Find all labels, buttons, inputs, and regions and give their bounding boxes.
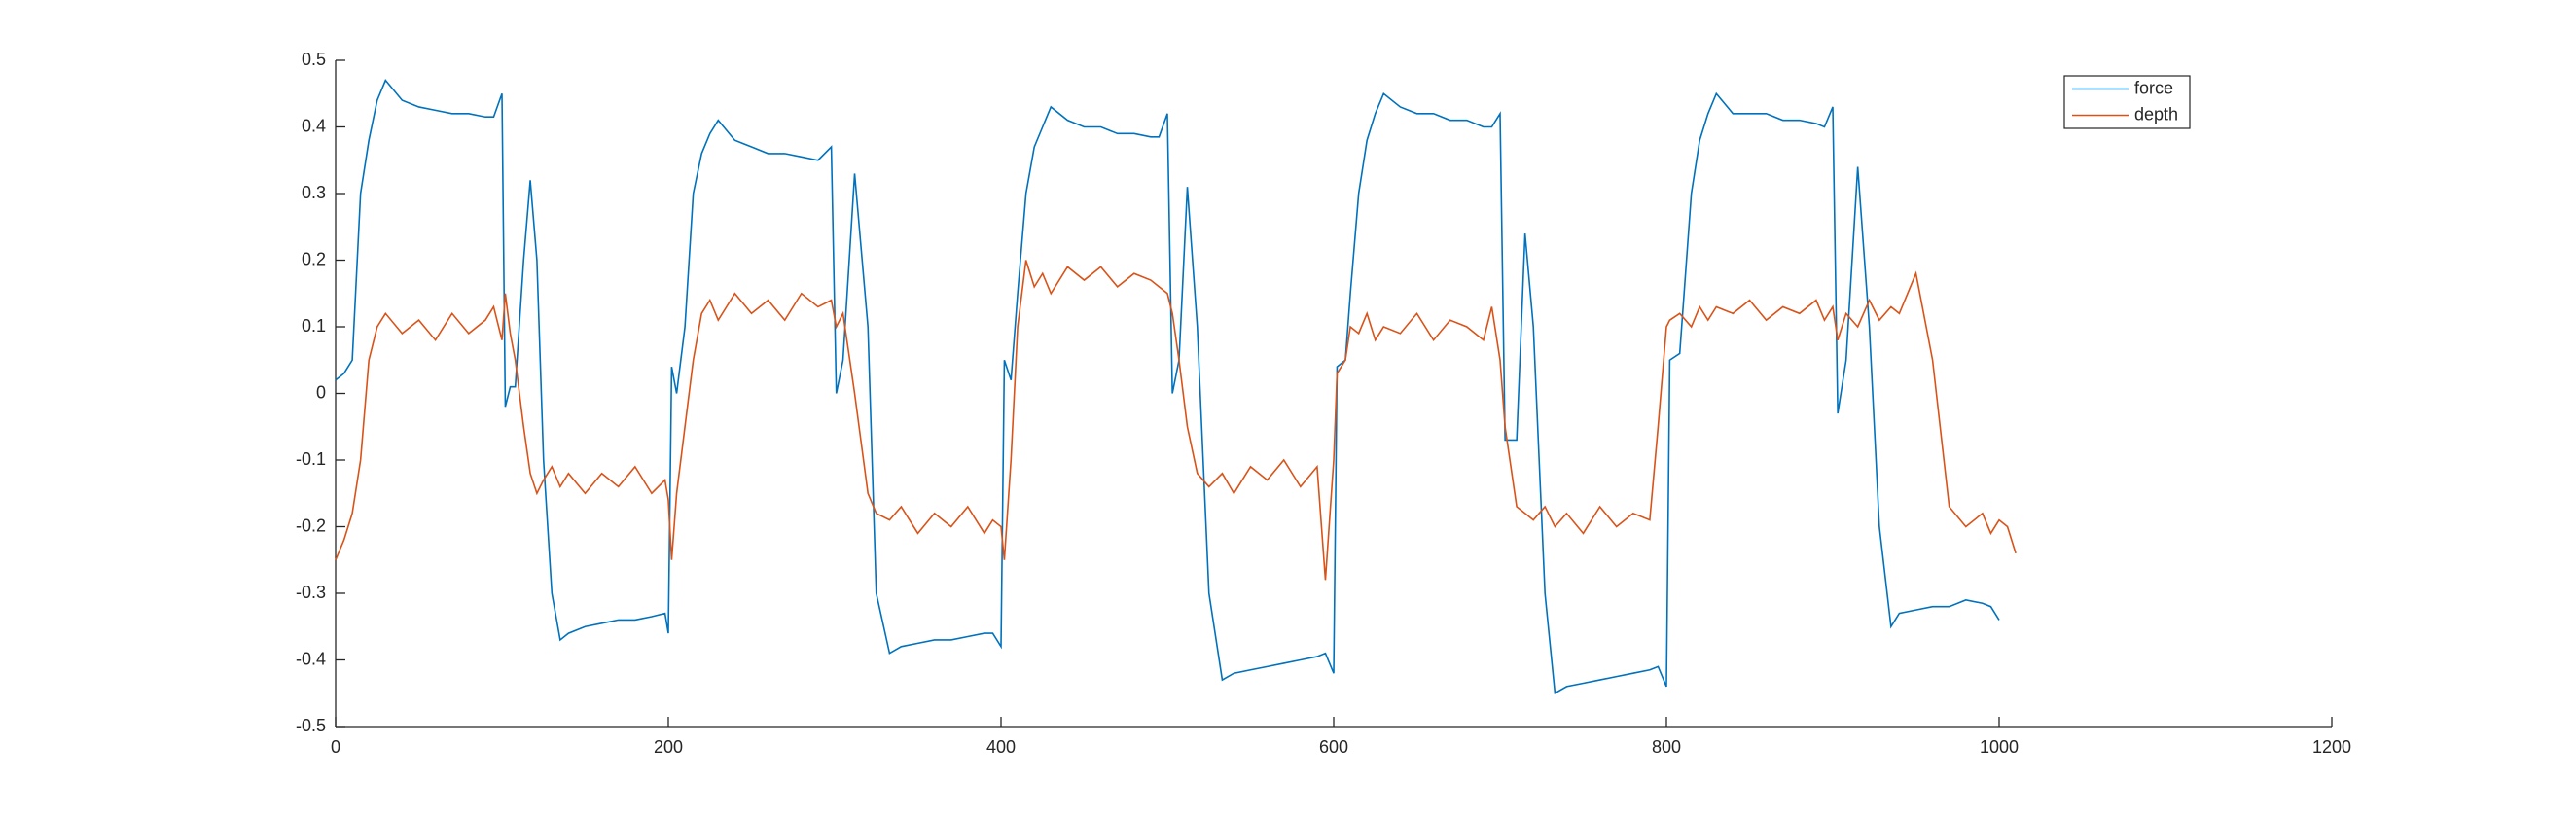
y-tick-label: 0 (316, 382, 326, 402)
y-tick-label: -0.4 (296, 649, 326, 668)
x-tick-label: 1000 (1980, 737, 2019, 757)
series-line (335, 79, 2000, 695)
y-tick-label: 0.2 (302, 249, 326, 268)
y-tick-label: 0.1 (302, 316, 326, 336)
y-tick-label: -0.1 (296, 449, 326, 469)
y-tick-label: 0.5 (302, 50, 326, 69)
y-tick-label: 0.3 (302, 183, 326, 202)
x-tick-label: 400 (986, 737, 1016, 757)
legend-label: force (2134, 78, 2173, 97)
series-line (335, 260, 2017, 581)
y-tick-label: -0.3 (296, 583, 326, 602)
x-tick-label: 0 (331, 737, 340, 757)
legend-box (2063, 75, 2191, 129)
y-tick-label: 0.4 (302, 116, 326, 135)
x-tick-label: 600 (1319, 737, 1348, 757)
y-tick-label: -0.2 (296, 515, 326, 535)
y-tick-label: -0.5 (296, 716, 326, 735)
x-tick-label: 1200 (2312, 737, 2351, 757)
legend-label: depth (2134, 104, 2178, 124)
x-tick-label: 800 (1652, 737, 1681, 757)
x-tick-label: 200 (654, 737, 683, 757)
